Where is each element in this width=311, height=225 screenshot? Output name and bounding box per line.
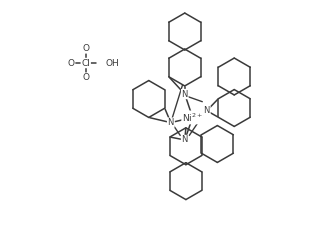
Text: N: N <box>182 135 188 144</box>
Text: N: N <box>182 90 188 99</box>
Text: OH: OH <box>106 58 120 68</box>
Text: Cl: Cl <box>81 58 90 68</box>
Text: N: N <box>204 106 210 115</box>
Text: N: N <box>168 118 174 127</box>
Text: O: O <box>82 44 89 53</box>
Text: O: O <box>67 58 75 68</box>
Text: Ni$^{2+}$: Ni$^{2+}$ <box>182 111 203 124</box>
Text: O: O <box>82 73 89 82</box>
